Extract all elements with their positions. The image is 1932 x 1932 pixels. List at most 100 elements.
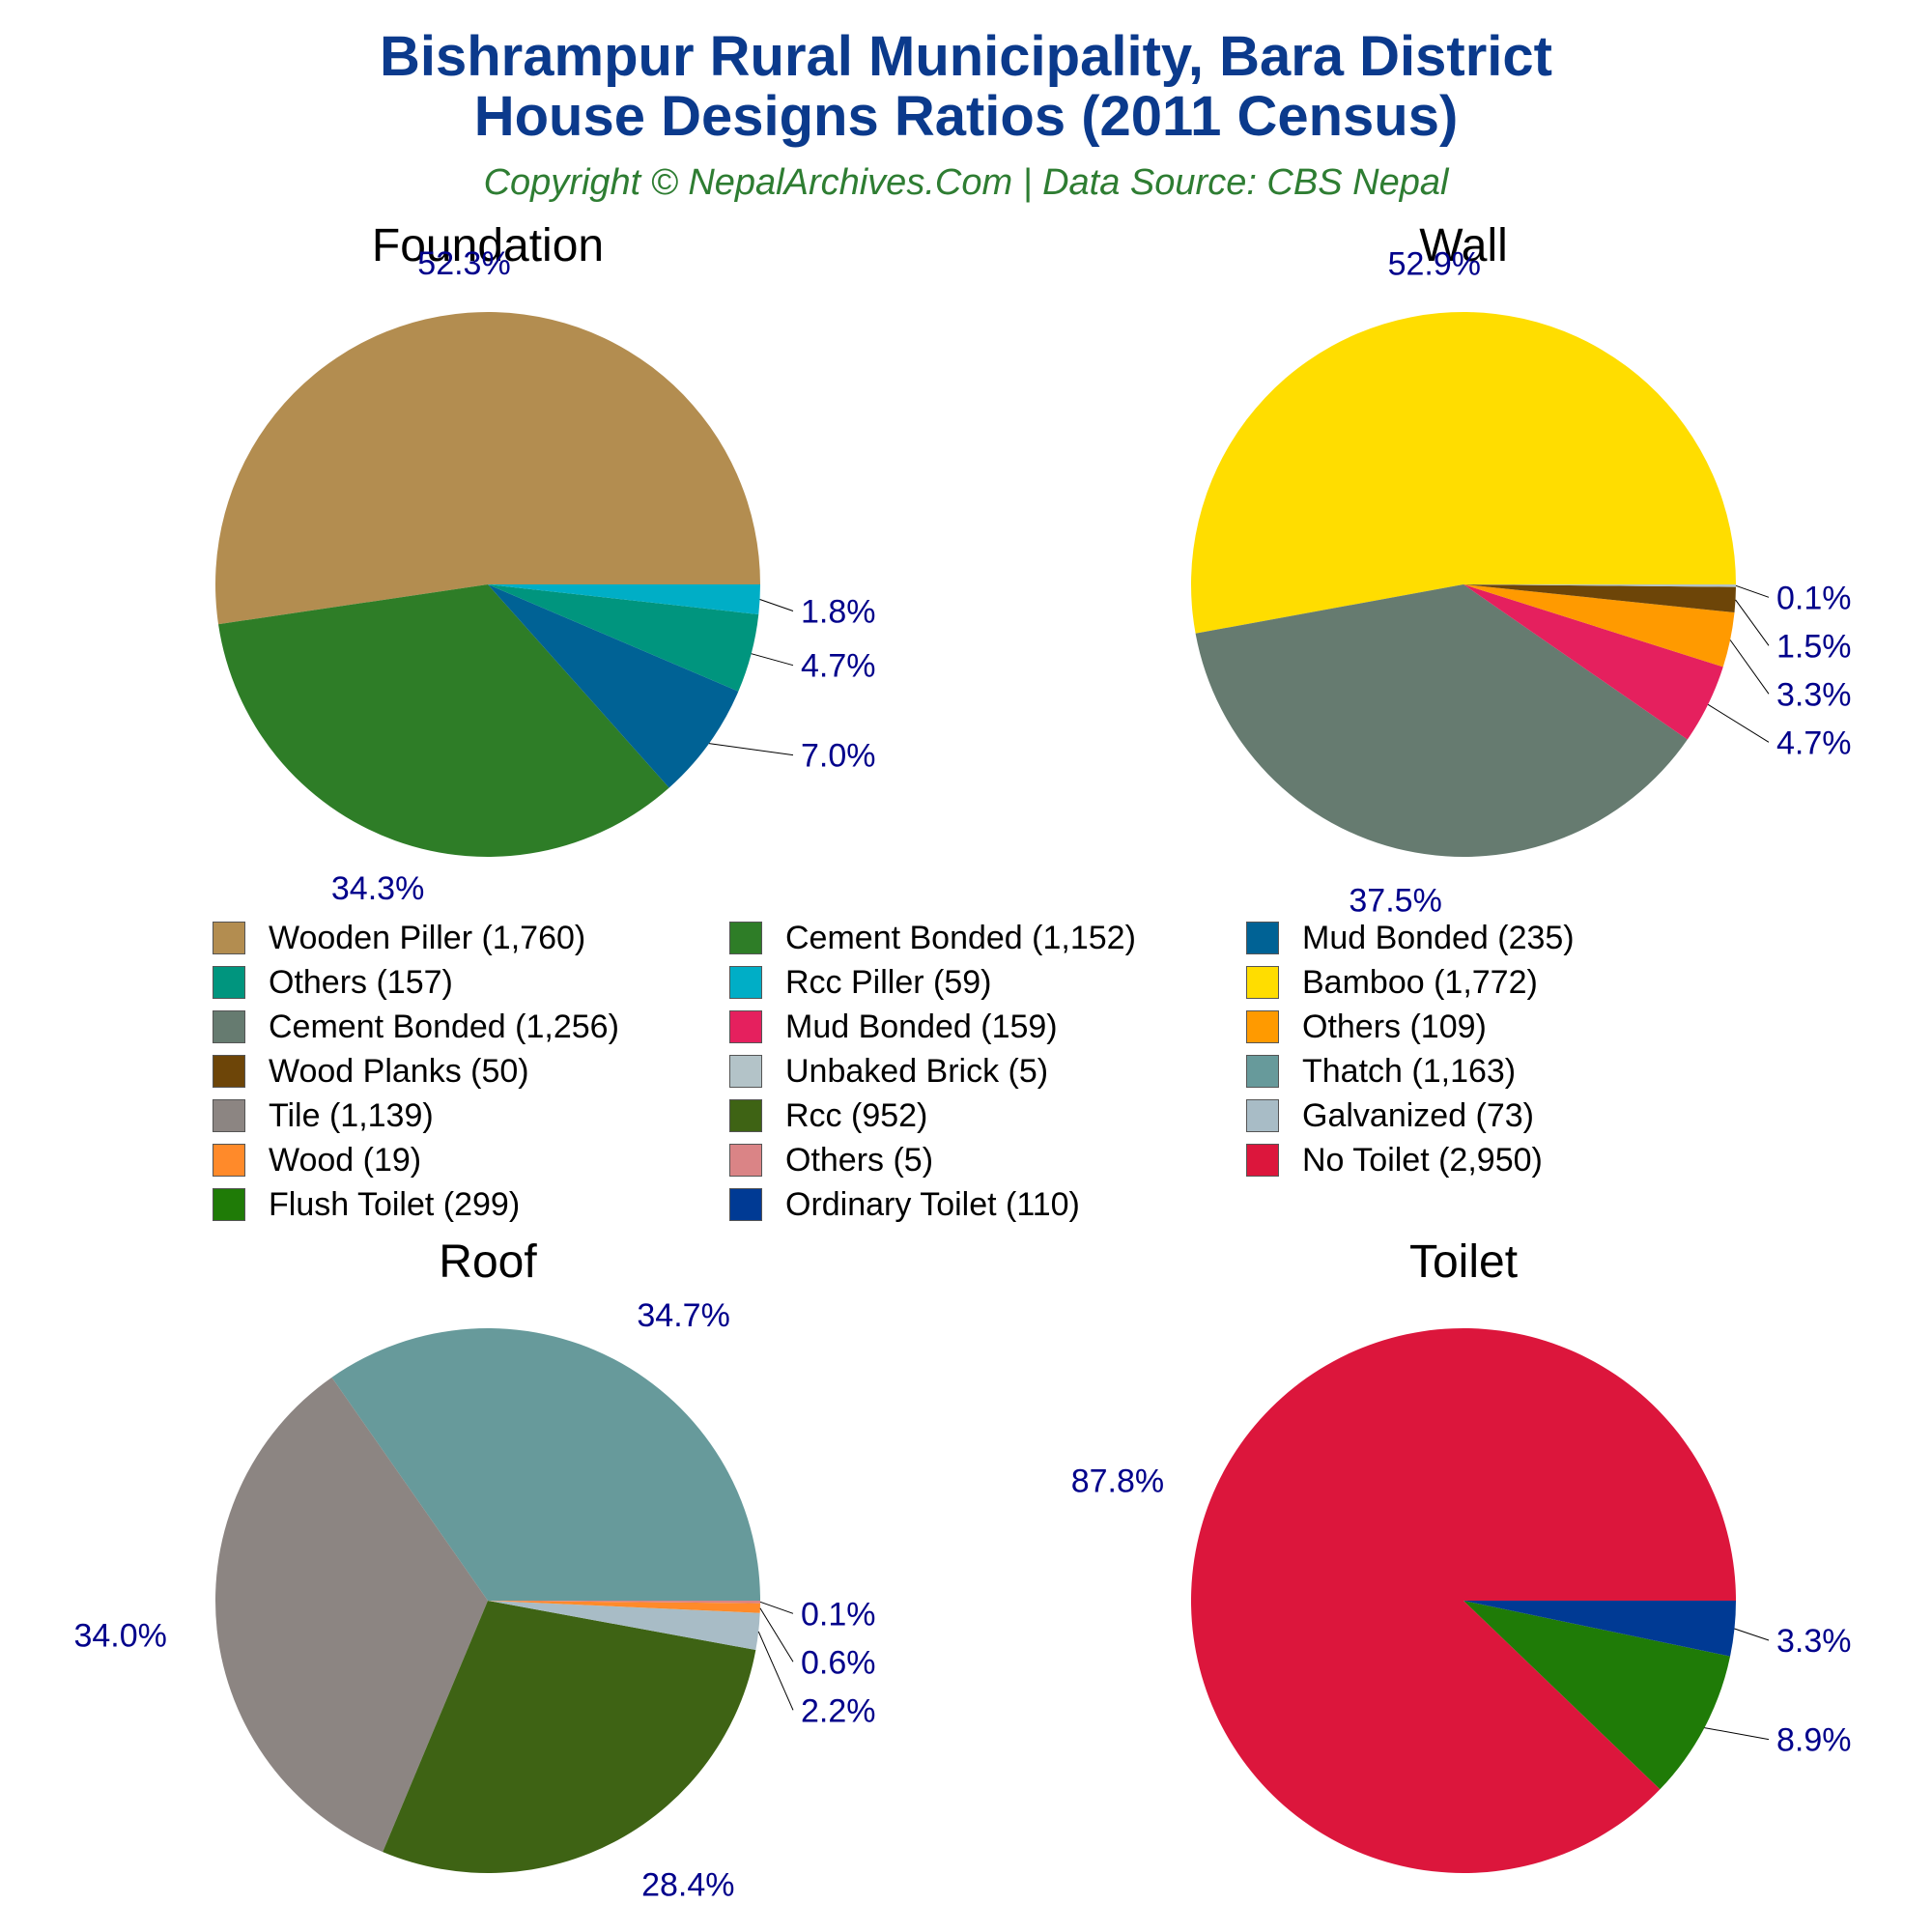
legend-item: Wood Planks (50) (213, 1049, 529, 1094)
pie-percent-label: 37.5% (1349, 883, 1441, 920)
legend-swatch (213, 1055, 245, 1088)
legend-swatch (729, 922, 762, 954)
pie-slice-no-toilet (1191, 1328, 1736, 1874)
legend-label: Others (157) (269, 963, 453, 1001)
pie-percent-label: 87.8% (1071, 1463, 1164, 1499)
pie-percent-label: 4.7% (1776, 724, 1852, 761)
legend-swatch (213, 1188, 245, 1221)
legend-swatch (1246, 1099, 1279, 1132)
legend-swatch (213, 1099, 245, 1132)
legend-item: Unbaked Brick (5) (729, 1049, 1048, 1094)
legend-label: Others (5) (785, 1141, 934, 1179)
legend-swatch (1246, 1055, 1279, 1088)
pie-leader-line (1707, 703, 1770, 743)
pie-percent-label: 1.8% (801, 594, 876, 631)
main-title-line-1: Bishrampur Rural Municipality, Bara Dist… (380, 25, 1552, 88)
legend-item: Others (5) (729, 1138, 933, 1182)
main-title-line-2: House Designs Ratios (2011 Census) (473, 85, 1459, 148)
legend-label: Cement Bonded (1,152) (785, 919, 1136, 956)
legend-item: Tile (1,139) (213, 1094, 434, 1138)
legend-swatch (213, 1010, 245, 1043)
pie-slice-wooden-piller (214, 311, 760, 625)
pie-leader-line (759, 1601, 794, 1614)
toilet-pie: Toilet 87.8% 3.3% 8.9% (1071, 1236, 1852, 1874)
legend-label: Wood (19) (269, 1141, 422, 1179)
legend-item: Thatch (1,163) (1246, 1049, 1516, 1094)
legend-swatch (1246, 922, 1279, 954)
pie-leader-line (759, 1607, 794, 1662)
pie-leader-line (757, 1631, 794, 1711)
pie-slice-others (1463, 584, 1735, 668)
pie-leader-line (1729, 639, 1770, 695)
pie-leader-line (708, 743, 794, 756)
legend-label: Rcc Piller (59) (785, 963, 992, 1001)
pie-percent-label: 4.7% (801, 648, 876, 685)
legend-item: Flush Toilet (299) (213, 1182, 520, 1227)
legend-swatch (729, 1010, 762, 1043)
pie-slice-wood-planks (1463, 584, 1736, 613)
pie-title: Foundation (372, 220, 604, 271)
legend-label: Mud Bonded (235) (1302, 919, 1575, 956)
pie-percent-label: 3.3% (1776, 676, 1852, 713)
pie-percent-label: 1.5% (1776, 628, 1852, 665)
pie-leader-line (751, 653, 794, 667)
pie-leader-line (1735, 599, 1770, 646)
pie-percent-label: 34.7% (637, 1297, 729, 1334)
pie-slice-flush-toilet (1463, 1601, 1731, 1790)
legend-item: Mud Bonded (159) (729, 1005, 1058, 1049)
pie-leader-line (1734, 1628, 1770, 1641)
pie-percent-label: 28.4% (641, 1867, 734, 1904)
pie-slice-galvanized (488, 1601, 760, 1651)
pie-slice-mud-bonded (1463, 584, 1723, 740)
legend-label: Cement Bonded (1,256) (269, 1008, 619, 1045)
pie-slice-others (488, 1601, 761, 1604)
pie-leader-line (759, 599, 794, 611)
legend-item: Others (109) (1246, 1005, 1487, 1049)
pie-slice-thatch (331, 1327, 760, 1601)
legend-item: Bamboo (1,772) (1246, 960, 1538, 1005)
subtitle-copyright: Copyright © NepalArchives.Com | Data Sou… (483, 162, 1449, 203)
legend-label: Wooden Piller (1,760) (269, 919, 586, 956)
pie-leader-line (1704, 1727, 1770, 1741)
legend-item: Others (157) (213, 960, 453, 1005)
pie-percent-label: 0.1% (801, 1596, 876, 1633)
legend-swatch (729, 1144, 762, 1177)
legend-swatch (729, 966, 762, 999)
pie-leader-line (1735, 584, 1770, 598)
legend-label: Ordinary Toilet (110) (785, 1185, 1080, 1223)
legend-item: Cement Bonded (1,152) (729, 916, 1136, 960)
chart-header: Bishrampur Rural Municipality, Bara Dist… (0, 0, 1932, 204)
legend-swatch (729, 1188, 762, 1221)
legend-swatch (729, 1055, 762, 1088)
legend-swatch (729, 1099, 762, 1132)
legend-item: Rcc (952) (729, 1094, 927, 1138)
legend-label: Tile (1,139) (269, 1096, 434, 1134)
pie-slice-mud-bonded (488, 584, 739, 788)
roof-pie: Roof 34.7% 34.0% 28.4% 0.1% 0.6% 2.2% (73, 1236, 875, 1904)
legend-label: Bamboo (1,772) (1302, 963, 1538, 1001)
legend-swatch (1246, 966, 1279, 999)
legend-label: Wood Planks (50) (269, 1052, 529, 1090)
legend-label: No Toilet (2,950) (1302, 1141, 1543, 1179)
pie-slice-cement-bonded (1195, 584, 1688, 858)
pie-title: Toilet (1409, 1236, 1518, 1288)
legend-swatch (1246, 1144, 1279, 1177)
pie-title: Wall (1419, 220, 1508, 271)
legend-swatch (213, 922, 245, 954)
pie-slice-rcc-piller (488, 584, 760, 615)
legend-label: Mud Bonded (159) (785, 1008, 1058, 1045)
legend-swatch (213, 1144, 245, 1177)
legend-item: Rcc Piller (59) (729, 960, 991, 1005)
pie-title: Roof (439, 1236, 537, 1288)
pie-slice-bamboo (1190, 312, 1736, 634)
legend-swatch (1246, 1010, 1279, 1043)
legend-label: Thatch (1,163) (1302, 1052, 1517, 1090)
pie-percent-label: 7.0% (801, 738, 876, 775)
legend-item: Ordinary Toilet (110) (729, 1182, 1080, 1227)
pie-slice-unbaked-brick (1463, 584, 1736, 587)
pie-percent-label: 34.0% (73, 1618, 166, 1655)
legend-label: Others (109) (1302, 1008, 1487, 1045)
